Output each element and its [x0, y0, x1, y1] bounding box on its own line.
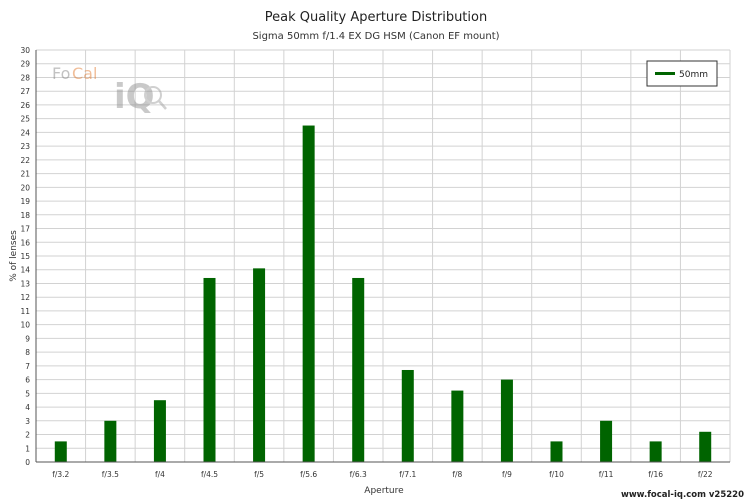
chart-title: Peak Quality Aperture Distribution: [265, 10, 487, 25]
y-tick-label: 18: [20, 211, 30, 220]
y-tick-label: 24: [20, 128, 30, 137]
x-tick-label: f/4: [155, 470, 165, 479]
x-tick-label: f/22: [698, 470, 713, 479]
y-tick-label: 20: [20, 183, 30, 192]
bar-f-3-2: [54, 441, 67, 462]
y-tick-label: 0: [25, 458, 30, 467]
bar-f-4-5: [203, 277, 216, 462]
bar-f-9: [500, 379, 513, 462]
x-tick-label: f/10: [549, 470, 564, 479]
bar-f-22: [699, 431, 712, 462]
focal-iq-logo: Fo Cal iQ: [52, 64, 167, 117]
y-tick-label: 27: [20, 87, 30, 96]
logo-text-iq: iQ: [114, 77, 155, 117]
bar-f-3-5: [104, 420, 117, 462]
y-tick-label: 11: [20, 307, 30, 316]
y-tick-label: 21: [20, 170, 30, 179]
bars: [54, 125, 712, 463]
y-tick-label: 6: [25, 376, 30, 385]
bar-f-6-3: [352, 277, 365, 462]
x-tick-label: f/9: [502, 470, 512, 479]
y-tick-label: 4: [25, 403, 30, 412]
bar-f-5: [253, 268, 266, 462]
x-tick-label: f/5: [254, 470, 264, 479]
x-axis-ticks: f/3.2 f/3.5 f/4 f/4.5 f/5 f/5.6 f/6.3 f/7.1 f/8 f…: [52, 470, 713, 479]
legend: 50mm: [646, 60, 718, 87]
y-tick-label: 12: [20, 293, 30, 302]
y-tick-label: 8: [25, 348, 30, 357]
x-tick-label: f/4.5: [201, 470, 218, 479]
y-tick-label: 7: [25, 362, 30, 371]
y-tick-label: 3: [25, 417, 30, 426]
y-tick-label: 29: [20, 60, 30, 69]
y-tick-label: 23: [20, 142, 30, 151]
x-tick-label: f/3.5: [102, 470, 119, 479]
bar-f-7-1: [401, 369, 414, 462]
y-tick-label: 14: [20, 266, 30, 275]
y-tick-label: 15: [20, 252, 30, 261]
x-tick-label: f/3.2: [52, 470, 69, 479]
y-tick-label: 28: [20, 73, 30, 82]
y-tick-label: 30: [20, 46, 30, 55]
x-tick-label: f/7.1: [399, 470, 416, 479]
bar-f-5-6: [302, 125, 315, 463]
y-tick-label: 10: [20, 321, 30, 330]
y-tick-label: 9: [25, 334, 30, 343]
logo-lens-circle: [144, 86, 162, 104]
bar-f-8: [451, 390, 464, 462]
bar-f-10: [550, 441, 563, 462]
y-tick-label: 17: [20, 225, 30, 234]
x-tick-label: f/8: [452, 470, 462, 479]
logo-lens-handle: [158, 100, 167, 110]
bar-f-16: [649, 441, 662, 462]
chart-subtitle: Sigma 50mm f/1.4 EX DG HSM (Canon EF mou…: [252, 31, 499, 42]
grid: [35, 49, 731, 463]
y-tick-label: 1: [25, 444, 30, 453]
y-tick-label: 16: [20, 238, 30, 247]
y-axis-label: % of lenses: [9, 230, 19, 282]
x-tick-label: f/5.6: [300, 470, 317, 479]
bar-f-4: [153, 400, 166, 462]
x-tick-label: f/11: [599, 470, 614, 479]
y-tick-label: 22: [20, 156, 30, 165]
y-axis-ticks: 0123456789101112131415161718192021222324…: [20, 46, 30, 467]
legend-label: 50mm: [679, 70, 708, 80]
y-tick-label: 5: [25, 389, 30, 398]
bar-f-11: [600, 420, 613, 462]
footer-credit: www.focal-iq.com v25220: [621, 490, 744, 500]
y-tick-label: 19: [20, 197, 30, 206]
logo-text-fo: Fo: [52, 64, 70, 83]
x-tick-label: f/6.3: [350, 470, 367, 479]
y-tick-label: 26: [20, 101, 30, 110]
y-tick-label: 13: [20, 279, 30, 288]
y-tick-label: 25: [20, 115, 30, 124]
y-tick-label: 2: [25, 431, 30, 440]
x-axis-label: Aperture: [364, 486, 404, 496]
logo-text-cal: Cal: [72, 64, 97, 83]
x-tick-label: f/16: [648, 470, 663, 479]
